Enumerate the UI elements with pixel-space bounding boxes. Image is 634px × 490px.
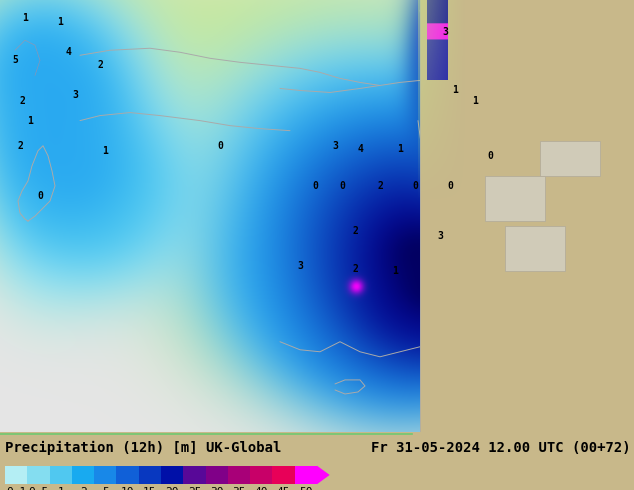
Text: 45: 45 bbox=[277, 487, 290, 490]
Text: 0: 0 bbox=[37, 191, 43, 201]
Text: 50: 50 bbox=[299, 487, 313, 490]
Text: 3: 3 bbox=[297, 261, 303, 271]
Bar bbox=[27, 466, 49, 484]
Text: 3: 3 bbox=[332, 141, 338, 151]
Text: 25: 25 bbox=[188, 487, 201, 490]
Text: 1: 1 bbox=[22, 13, 28, 23]
Text: 35: 35 bbox=[232, 487, 246, 490]
Bar bbox=[540, 141, 600, 176]
Bar bbox=[5, 466, 27, 484]
Text: 1: 1 bbox=[472, 96, 478, 105]
Text: 3: 3 bbox=[442, 27, 448, 37]
Text: 30: 30 bbox=[210, 487, 224, 490]
Text: 0: 0 bbox=[217, 141, 223, 151]
Bar bbox=[485, 176, 545, 221]
Text: 1: 1 bbox=[58, 487, 64, 490]
Text: Fr 31-05-2024 12.00 UTC (00+72): Fr 31-05-2024 12.00 UTC (00+72) bbox=[371, 441, 631, 455]
Bar bbox=[250, 466, 273, 484]
Bar bbox=[94, 466, 117, 484]
Text: 1: 1 bbox=[392, 267, 398, 276]
Text: 4: 4 bbox=[357, 144, 363, 154]
Bar bbox=[205, 466, 228, 484]
Text: 1: 1 bbox=[57, 17, 63, 27]
Text: 40: 40 bbox=[254, 487, 268, 490]
Bar bbox=[228, 466, 250, 484]
Text: 2: 2 bbox=[19, 96, 25, 105]
Text: 2: 2 bbox=[352, 226, 358, 236]
Bar bbox=[117, 466, 139, 484]
Bar bbox=[72, 466, 94, 484]
Text: 10: 10 bbox=[121, 487, 134, 490]
Polygon shape bbox=[420, 0, 634, 432]
Text: 15: 15 bbox=[143, 487, 157, 490]
Text: 0: 0 bbox=[487, 151, 493, 161]
Text: 2: 2 bbox=[17, 141, 23, 151]
Text: Precipitation (12h) [m] UK-Global: Precipitation (12h) [m] UK-Global bbox=[5, 441, 281, 455]
Text: 0: 0 bbox=[412, 181, 418, 191]
Text: 5: 5 bbox=[102, 487, 108, 490]
Bar bbox=[139, 466, 161, 484]
Text: 1: 1 bbox=[102, 146, 108, 156]
Text: 5: 5 bbox=[12, 55, 18, 65]
Text: 1: 1 bbox=[397, 144, 403, 154]
Polygon shape bbox=[317, 466, 330, 484]
Text: 0: 0 bbox=[447, 181, 453, 191]
Text: 0.5: 0.5 bbox=[29, 487, 49, 490]
Text: 1: 1 bbox=[27, 116, 33, 125]
Text: 2: 2 bbox=[80, 487, 86, 490]
Text: 2: 2 bbox=[377, 181, 383, 191]
Bar bbox=[505, 226, 565, 271]
Text: 0: 0 bbox=[312, 181, 318, 191]
Text: 0.1: 0.1 bbox=[6, 487, 27, 490]
Bar bbox=[183, 466, 205, 484]
Text: 3: 3 bbox=[437, 231, 443, 241]
Bar bbox=[273, 466, 295, 484]
Text: 4: 4 bbox=[65, 47, 71, 57]
Text: 0: 0 bbox=[339, 181, 345, 191]
Text: 3: 3 bbox=[72, 91, 78, 100]
Bar bbox=[161, 466, 183, 484]
Text: 20: 20 bbox=[165, 487, 179, 490]
Bar bbox=[295, 466, 317, 484]
Bar bbox=[49, 466, 72, 484]
Text: 1: 1 bbox=[452, 85, 458, 96]
Text: 2: 2 bbox=[97, 60, 103, 71]
Text: 2: 2 bbox=[352, 265, 358, 274]
